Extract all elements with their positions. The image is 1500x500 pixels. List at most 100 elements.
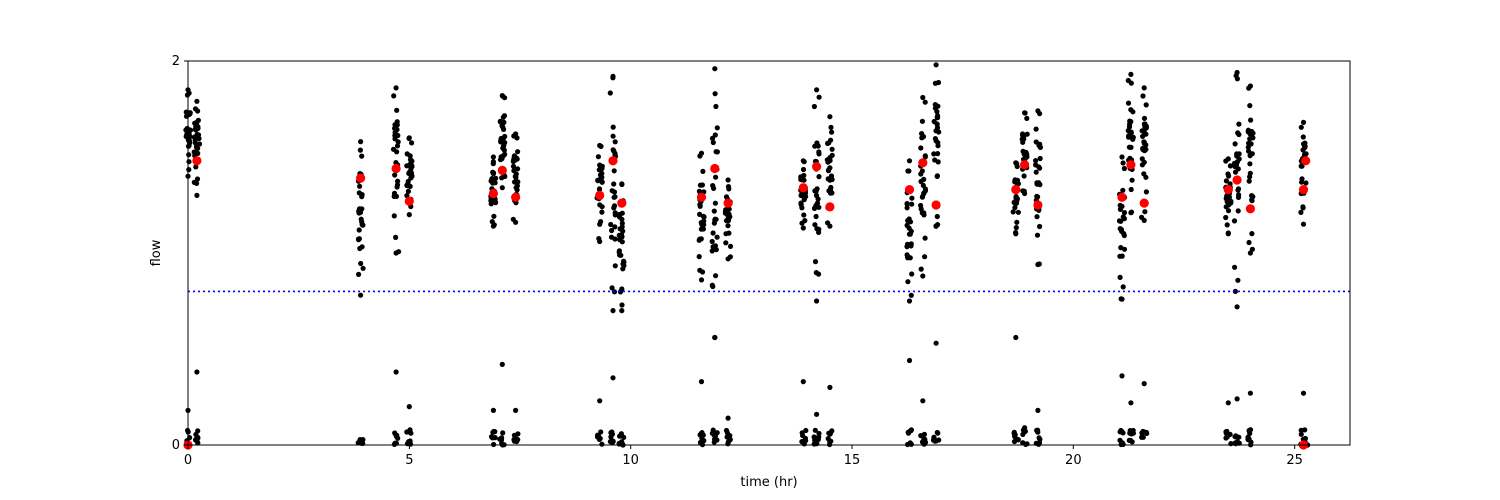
data-point — [406, 429, 412, 435]
data-point — [1223, 214, 1229, 221]
data-point — [609, 285, 615, 291]
cluster-10 — [616, 181, 627, 448]
data-point — [1234, 396, 1240, 402]
data-point — [358, 139, 364, 145]
data-point — [1129, 177, 1135, 183]
data-point — [359, 194, 365, 200]
data-point — [1120, 441, 1126, 447]
data-point — [1141, 217, 1147, 223]
data-point — [597, 238, 603, 245]
data-point — [1223, 178, 1229, 184]
data-point — [1021, 173, 1027, 179]
data-point — [711, 208, 717, 214]
y-axis: 02 — [172, 54, 188, 453]
cluster-20 — [1010, 160, 1022, 445]
data-point — [393, 369, 399, 375]
data-point — [800, 158, 806, 164]
data-point — [1022, 190, 1028, 197]
data-point — [609, 431, 616, 437]
data-point — [816, 226, 822, 232]
data-point — [1234, 153, 1240, 159]
data-point — [696, 254, 702, 260]
data-point — [816, 94, 822, 100]
data-point — [932, 105, 939, 111]
data-point — [1298, 209, 1304, 215]
data-point — [1224, 222, 1230, 228]
mean-marker — [931, 200, 941, 210]
data-point — [712, 66, 718, 72]
data-point — [1234, 304, 1240, 310]
data-point — [619, 308, 625, 314]
data-point — [803, 427, 809, 434]
data-point — [609, 227, 615, 234]
mean-marker — [1301, 156, 1311, 166]
data-point — [405, 188, 411, 194]
mean-marker — [608, 156, 618, 166]
data-point — [725, 256, 731, 262]
data-point — [490, 154, 496, 160]
data-point — [933, 340, 939, 346]
data-point — [699, 182, 706, 188]
data-point — [406, 404, 412, 410]
data-point — [1125, 100, 1132, 106]
data-point — [905, 279, 911, 285]
data-point — [1037, 223, 1043, 230]
data-point — [801, 212, 807, 218]
data-point — [1034, 214, 1040, 220]
data-point — [404, 151, 410, 157]
data-point — [1143, 429, 1149, 435]
data-point — [816, 204, 822, 210]
data-point — [934, 121, 940, 127]
data-point — [611, 181, 617, 187]
mean-marker — [825, 202, 835, 212]
x-axis: 0 5 10 15 20 25 — [184, 445, 1303, 468]
data-point — [611, 194, 617, 200]
data-point — [511, 438, 517, 444]
data-point — [814, 87, 820, 93]
data-point — [391, 213, 397, 219]
cluster-13 — [722, 177, 734, 447]
data-point — [515, 431, 521, 437]
cluster-7 — [510, 131, 521, 445]
data-point — [619, 302, 625, 308]
cluster-16 — [824, 114, 835, 448]
data-point — [936, 437, 942, 443]
cluster-18 — [918, 94, 929, 447]
data-point — [611, 168, 617, 174]
data-point — [712, 91, 718, 97]
data-point — [191, 149, 197, 155]
data-point — [919, 118, 926, 124]
data-point — [612, 212, 618, 218]
data-point — [698, 277, 705, 283]
data-point — [1119, 296, 1125, 302]
data-point — [1015, 209, 1022, 215]
data-point — [813, 192, 820, 199]
data-point — [611, 205, 617, 211]
data-point — [1022, 110, 1028, 116]
data-point — [919, 210, 925, 216]
mean-marker — [1020, 160, 1030, 170]
data-point — [1250, 194, 1256, 200]
mean-marker — [1117, 192, 1127, 202]
data-point — [612, 263, 618, 269]
data-point — [598, 429, 604, 435]
cluster-24 — [1125, 71, 1136, 445]
data-point — [1034, 181, 1040, 187]
data-point — [186, 130, 192, 136]
data-point — [490, 169, 496, 175]
data-point — [697, 202, 703, 208]
data-point — [489, 199, 495, 205]
data-point — [184, 92, 190, 98]
mean-marker — [488, 188, 498, 199]
data-point — [713, 273, 719, 279]
data-point — [922, 235, 928, 241]
data-point — [1235, 194, 1242, 200]
x-axis-title: time (hr) — [740, 475, 797, 490]
data-point — [610, 133, 616, 139]
data-point — [825, 159, 831, 165]
data-point — [1235, 208, 1241, 214]
data-point — [723, 240, 729, 246]
data-point — [710, 427, 716, 433]
data-point — [711, 185, 717, 191]
data-point — [490, 223, 496, 229]
